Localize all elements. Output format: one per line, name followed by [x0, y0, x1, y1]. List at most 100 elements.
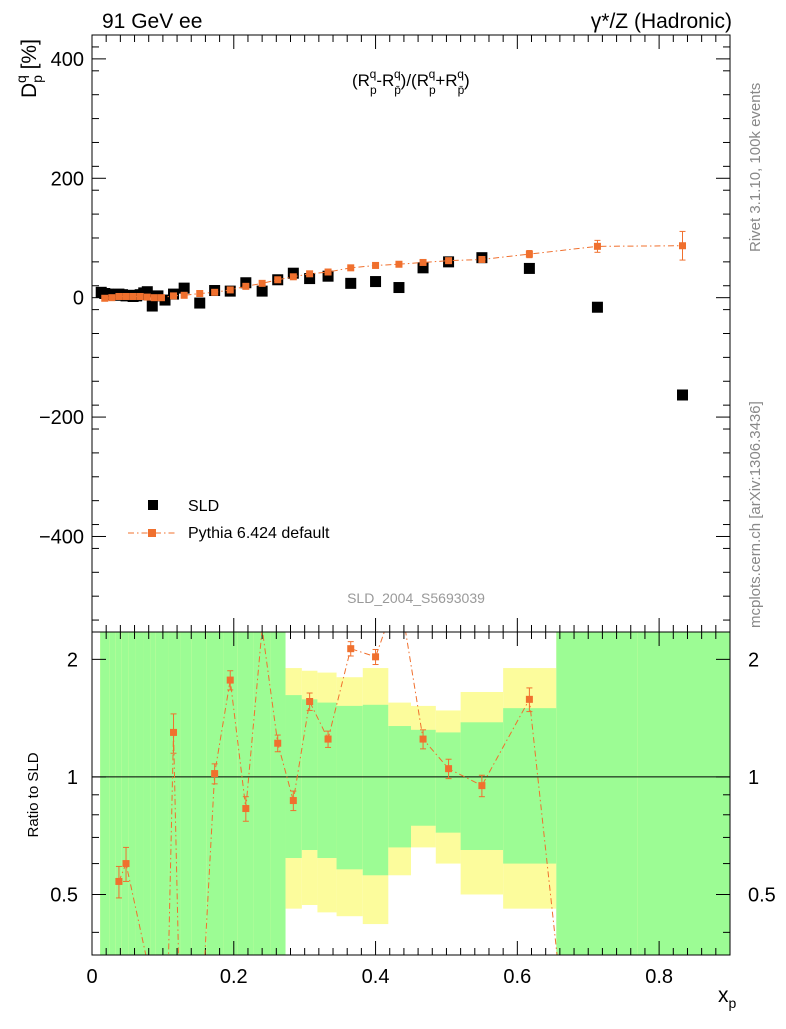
- pythia-point: [122, 292, 130, 300]
- pythia-point: [258, 279, 266, 287]
- main-plot-area: [95, 230, 689, 401]
- band-inner: [336, 705, 363, 870]
- main-ytick-label: 400: [51, 49, 84, 71]
- sld-point: [194, 297, 206, 309]
- sld-point: [256, 285, 268, 297]
- sld-point: [287, 267, 299, 279]
- ratio-ytick-label: 2: [67, 649, 78, 671]
- pythia-point: [525, 250, 533, 258]
- band-inner: [435, 732, 461, 833]
- band-inner: [109, 632, 116, 955]
- pythia-point: [347, 264, 355, 272]
- band-inner: [503, 708, 557, 864]
- band-inner: [317, 702, 337, 859]
- sld-point: [345, 277, 357, 289]
- main-ytick-label: 0: [73, 288, 84, 310]
- ratio-ylabel: Ratio to SLD: [25, 752, 42, 837]
- ratio-pythia-point: [289, 797, 297, 805]
- ratio-pythia-point: [306, 697, 314, 705]
- band-inner: [180, 632, 192, 955]
- ratio-pythia-point: [347, 645, 355, 653]
- main-frame: [91, 34, 731, 633]
- main-ytick-label: −400: [39, 526, 84, 548]
- sld-point: [677, 389, 689, 401]
- main-axes: −400 −200 0 200 400: [39, 35, 731, 632]
- header-left: 91 GeV ee: [102, 10, 202, 33]
- ratio-pythia-line: [118, 632, 558, 955]
- pythia-point: [170, 292, 178, 300]
- sld-point: [178, 282, 190, 294]
- ratio-pythia-point: [372, 653, 380, 661]
- header-right: γ*/Z (Hadronic): [591, 10, 732, 33]
- main-ytick-label: 200: [51, 168, 84, 190]
- band-inner: [556, 632, 638, 955]
- ratio-xtick-label: 0: [86, 966, 97, 988]
- pythia-point: [129, 292, 137, 300]
- band-inner: [253, 632, 271, 955]
- svg-text:(Rpq-Rp̄q)/(Rpq+Rp̄q): (Rpq-Rp̄q)/(Rpq+Rp̄q): [352, 67, 470, 97]
- main-ylabel: Dpq [%]: [13, 39, 45, 98]
- pythia-point: [211, 288, 219, 296]
- sld-point: [417, 262, 429, 274]
- legend-sld-label: SLD: [188, 498, 219, 515]
- pythia-point: [306, 270, 314, 278]
- pythia-point: [274, 276, 282, 284]
- band-inner: [223, 632, 238, 955]
- band-inner: [237, 632, 254, 955]
- ratio-pythia-point: [122, 860, 130, 868]
- ratio-xtick-label: 0.2: [220, 966, 248, 988]
- ratio-pythia-point: [211, 770, 219, 778]
- band-inner: [155, 632, 169, 955]
- ratio-pythia-point: [324, 735, 332, 743]
- main-ytick-label: −200: [39, 407, 84, 429]
- pythia-point: [679, 242, 687, 250]
- ratio-xtick-label: 0.6: [503, 966, 531, 988]
- ratio-ytick-label-right: 0.5: [748, 885, 776, 907]
- band-inner: [637, 632, 730, 955]
- pythia-point: [115, 292, 123, 300]
- band-inner: [150, 632, 156, 955]
- pythia-point: [242, 282, 250, 290]
- band-inner: [191, 632, 207, 955]
- ratio-ytick-label-right: 1: [748, 767, 759, 789]
- svg-text:Dpq [%]: Dpq [%]: [13, 39, 45, 98]
- band-inner: [362, 704, 389, 876]
- pythia-point: [289, 273, 297, 281]
- ratio-xtick-label: 0.8: [645, 966, 673, 988]
- pythia-point: [180, 291, 188, 299]
- ratio-pythia-point: [445, 765, 453, 773]
- ratio-pythia-point: [115, 877, 123, 885]
- pythia-point: [478, 255, 486, 263]
- legend-pythia-label: Pythia 6.424 default: [188, 525, 330, 542]
- pythia-point: [324, 268, 332, 276]
- sld-point: [370, 276, 382, 288]
- sld-point: [159, 294, 171, 306]
- pythia-point: [196, 290, 204, 298]
- legend: SLD Pythia 6.424 default: [128, 498, 330, 542]
- sld-point: [523, 262, 535, 274]
- pythia-point: [101, 294, 109, 302]
- pythia-point: [150, 294, 158, 302]
- pythia-point: [143, 293, 151, 301]
- sld-point: [393, 282, 405, 294]
- legend-sld-marker: [148, 500, 158, 510]
- pythia-point: [395, 260, 403, 268]
- pythia-point: [108, 294, 116, 302]
- band-inner: [168, 632, 181, 955]
- pythia-point: [372, 261, 380, 269]
- legend-pythia-marker: [148, 529, 156, 537]
- analysis-label: SLD_2004_S5693039: [347, 590, 485, 606]
- ratio-pythia-point: [170, 728, 178, 736]
- ratio-xtick-label: 0.4: [362, 966, 390, 988]
- ratio-uncertainty-bands: [100, 632, 730, 955]
- sld-point: [146, 300, 158, 312]
- ratio-pythia-point: [478, 782, 486, 790]
- ratio-plot-area: [115, 632, 558, 955]
- pythia-line: [104, 245, 683, 299]
- ratio-pythia-point: [419, 735, 427, 743]
- band-inner: [100, 632, 110, 955]
- pythia-point: [136, 292, 144, 300]
- pythia-point: [157, 294, 165, 302]
- band-inner: [143, 632, 151, 955]
- ratio-frame: [91, 631, 731, 956]
